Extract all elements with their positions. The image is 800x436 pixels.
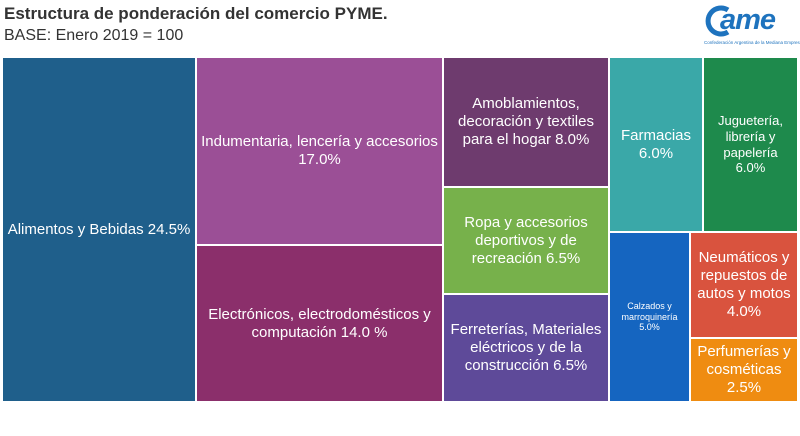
- chart-subtitle: BASE: Enero 2019 = 100: [4, 27, 184, 44]
- tile-alimentos-bebidas: Alimentos y Bebidas 24.5%: [2, 57, 196, 402]
- tile-perfumerias-label: Perfumerías y cosméticas 2.5%: [697, 343, 791, 396]
- tile-alimentos-bebidas-label: Alimentos y Bebidas 24.5%: [7, 220, 191, 238]
- tile-calzados: Calzados y marroquinería 5.0%: [609, 232, 690, 402]
- chart-header: Estructura de ponderación del comercio P…: [0, 0, 800, 56]
- tile-calzados-label: Calzados y marroquinería 5.0%: [621, 300, 678, 333]
- tile-farmacias-label: Farmacias 6.0%: [620, 126, 691, 162]
- tile-ropa-deportiva: Ropa y accesorios deportivos y de recrea…: [443, 187, 609, 294]
- tile-ropa-deportiva-label: Ropa y accesorios deportivos y de recrea…: [464, 213, 588, 267]
- tile-ferreterias-label: Ferreterías, Materiales eléctricos y de …: [450, 321, 602, 374]
- tile-ferreterias: Ferreterías, Materiales eléctricos y de …: [443, 294, 609, 402]
- tile-amoblamientos-label: Amoblamientos, decoración y textiles par…: [458, 95, 594, 148]
- tile-neumaticos: Neumáticos y repuestos de autos y motos …: [690, 232, 798, 338]
- tile-neumaticos-label: Neumáticos y repuestos de autos y motos …: [697, 249, 791, 320]
- tile-farmacias: Farmacias 6.0%: [609, 57, 703, 232]
- came-logo: ame Confederación Argentina de la Median…: [702, 4, 800, 50]
- tile-indumentaria: Indumentaria, lencería y accesorios 17.0…: [196, 57, 443, 245]
- tile-indumentaria-label: Indumentaria, lencería y accesorios 17.0…: [201, 133, 438, 168]
- tile-amoblamientos: Amoblamientos, decoración y textiles par…: [443, 57, 609, 187]
- tile-jugueteria: Juguetería, librería y papelería 6.0%: [703, 57, 798, 232]
- came-logo-tagline: Confederación Argentina de la Mediana Em…: [704, 40, 800, 45]
- tile-jugueteria-label: Juguetería, librería y papelería 6.0%: [717, 113, 784, 176]
- tile-electronicos-label: Electrónicos, electrodomésticos y comput…: [208, 305, 431, 341]
- tile-electronicos: Electrónicos, electrodomésticos y comput…: [196, 245, 443, 402]
- chart-title: Estructura de ponderación del comercio P…: [4, 4, 388, 23]
- tile-perfumerias: Perfumerías y cosméticas 2.5%: [690, 338, 798, 402]
- came-logo-mark-icon: [705, 5, 730, 37]
- came-logo-word: ame: [720, 4, 776, 36]
